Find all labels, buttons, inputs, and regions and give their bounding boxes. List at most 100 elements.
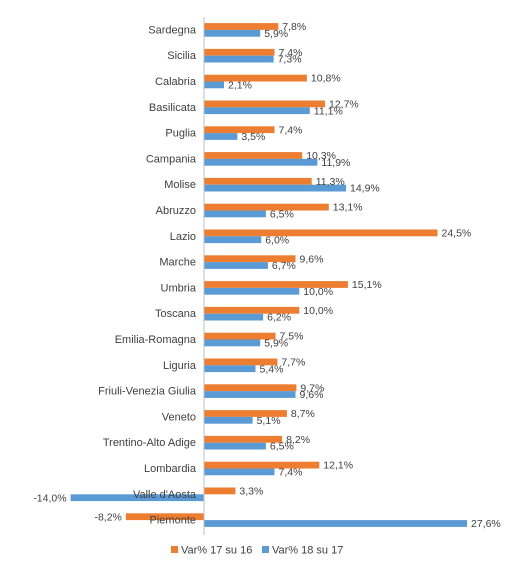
category-label: Campania (146, 153, 197, 165)
category-label: Piemonte (150, 515, 196, 527)
category-label: Friuli-Venezia Giulia (98, 386, 197, 398)
data-label-series-1: 8,2% (286, 434, 310, 446)
bar-series-1 (204, 255, 296, 263)
bar-series-1 (204, 384, 297, 392)
bar-series-1 (204, 74, 307, 82)
category-label: Molise (164, 179, 196, 191)
category-label: Emilia-Romagna (115, 334, 197, 346)
category-label: Puglia (165, 128, 196, 140)
bar-series-1 (204, 203, 329, 211)
bar-series-2 (204, 287, 300, 295)
bar-series-1 (204, 358, 278, 366)
category-label: Lombardia (144, 463, 197, 475)
data-label-series-1: 24,5% (442, 228, 472, 240)
data-label-series-2: 9,6% (300, 389, 324, 401)
bar-series-1 (204, 332, 276, 340)
category-label: Calabria (155, 76, 197, 88)
bar-series-2 (204, 416, 253, 424)
data-label-series-2: 11,9% (321, 157, 350, 169)
data-label-series-1: 9,6% (300, 253, 324, 265)
legend-label-series-2: Var% 18 su 17 (272, 545, 343, 557)
legend-label-series-1: Var% 17 su 16 (181, 545, 252, 557)
data-label-series-2: -14,0% (33, 492, 66, 504)
bar-series-2 (204, 442, 266, 450)
category-label: Sicilia (167, 50, 197, 62)
bar-series-2 (204, 391, 296, 398)
data-label-series-1: -8,2% (94, 511, 121, 523)
bar-series-2 (204, 365, 256, 373)
data-label-series-2: 7,3% (278, 54, 302, 66)
bar-series-1 (204, 23, 279, 30)
category-label: Trentino-Alto Adige (103, 437, 196, 449)
data-label-series-1: 7,5% (280, 331, 304, 343)
bar-series-2 (204, 313, 264, 321)
bar-series-2 (204, 29, 261, 37)
data-label-series-1: 7,4% (279, 47, 303, 59)
category-label: Umbria (161, 282, 197, 294)
data-label-series-1: 12,7% (329, 99, 359, 111)
data-label-series-1: 10,3% (306, 150, 336, 162)
data-label-series-1: 13,1% (333, 202, 363, 214)
legend-swatch-series-2 (262, 546, 269, 553)
bar-series-1 (125, 513, 204, 521)
bar-series-1 (204, 152, 303, 159)
bar-series-1 (204, 487, 236, 495)
bar-series-2 (204, 184, 346, 192)
category-label: Lazio (170, 231, 196, 243)
bar-series-2 (204, 236, 262, 244)
data-label-series-1: 12,1% (323, 460, 353, 472)
legend: Var% 17 su 16 Var% 18 su 17 (171, 545, 343, 557)
data-label-series-2: 5,9% (264, 338, 288, 350)
bar-series-1 (204, 461, 320, 469)
data-label-series-1: 7,4% (279, 124, 303, 136)
data-label-series-2: 27,6% (471, 518, 501, 530)
bar-series-2 (204, 520, 467, 527)
category-label: Sardegna (148, 24, 197, 36)
bar-series-1 (204, 177, 312, 185)
data-label-series-1: 7,8% (282, 21, 306, 33)
data-label-series-1: 3,3% (239, 486, 263, 498)
category-label: Toscana (155, 308, 197, 320)
bar-series-2 (204, 133, 238, 140)
data-label-series-2: 10,0% (303, 286, 333, 298)
data-label-series-2: 6,0% (265, 234, 289, 246)
bar-series-2 (204, 107, 310, 115)
data-label-series-1: 11,3% (316, 176, 345, 188)
bar-series-1 (204, 229, 438, 237)
labels-layer: 7,8%5,9%7,4%7,3%10,8%2,1%12,7%11,1%7,4%3… (33, 21, 500, 530)
bar-series-2 (204, 81, 224, 89)
category-label: Valle d'Aosta (133, 489, 197, 501)
bar-series-1 (204, 281, 348, 288)
category-label: Marche (159, 257, 196, 269)
category-label: Liguria (163, 360, 197, 372)
data-label-series-1: 8,7% (291, 408, 315, 420)
legend-swatch-series-1 (171, 546, 178, 553)
data-label-series-2: 2,1% (228, 80, 252, 92)
data-label-series-1: 10,0% (303, 305, 333, 317)
data-label-series-2: 7,4% (279, 467, 303, 479)
bar-series-2 (204, 262, 268, 269)
data-label-series-1: 10,8% (311, 73, 341, 85)
data-label-series-2: 5,4% (260, 363, 284, 375)
data-label-series-2: 11,1% (314, 105, 343, 117)
data-label-series-2: 6,7% (272, 260, 296, 272)
category-label: Abruzzo (156, 205, 196, 217)
bar-series-2 (204, 210, 266, 218)
bar-series-1 (204, 410, 287, 417)
bar-series-2 (204, 339, 261, 347)
category-label: Veneto (162, 411, 196, 423)
data-label-series-1: 9,7% (300, 382, 324, 394)
data-label-series-1: 15,1% (352, 279, 382, 291)
bar-series-1 (204, 435, 283, 443)
bar-series-1 (204, 100, 325, 108)
bar-series-2 (204, 468, 275, 476)
category-label: Basilicata (149, 102, 197, 114)
bar-series-2 (204, 158, 318, 166)
bar-series-1 (204, 306, 300, 314)
data-label-series-2: 5,9% (264, 28, 288, 40)
data-label-series-2: 5,1% (257, 415, 281, 427)
data-label-series-2: 6,5% (270, 209, 294, 221)
data-label-series-1: 7,7% (281, 357, 305, 369)
